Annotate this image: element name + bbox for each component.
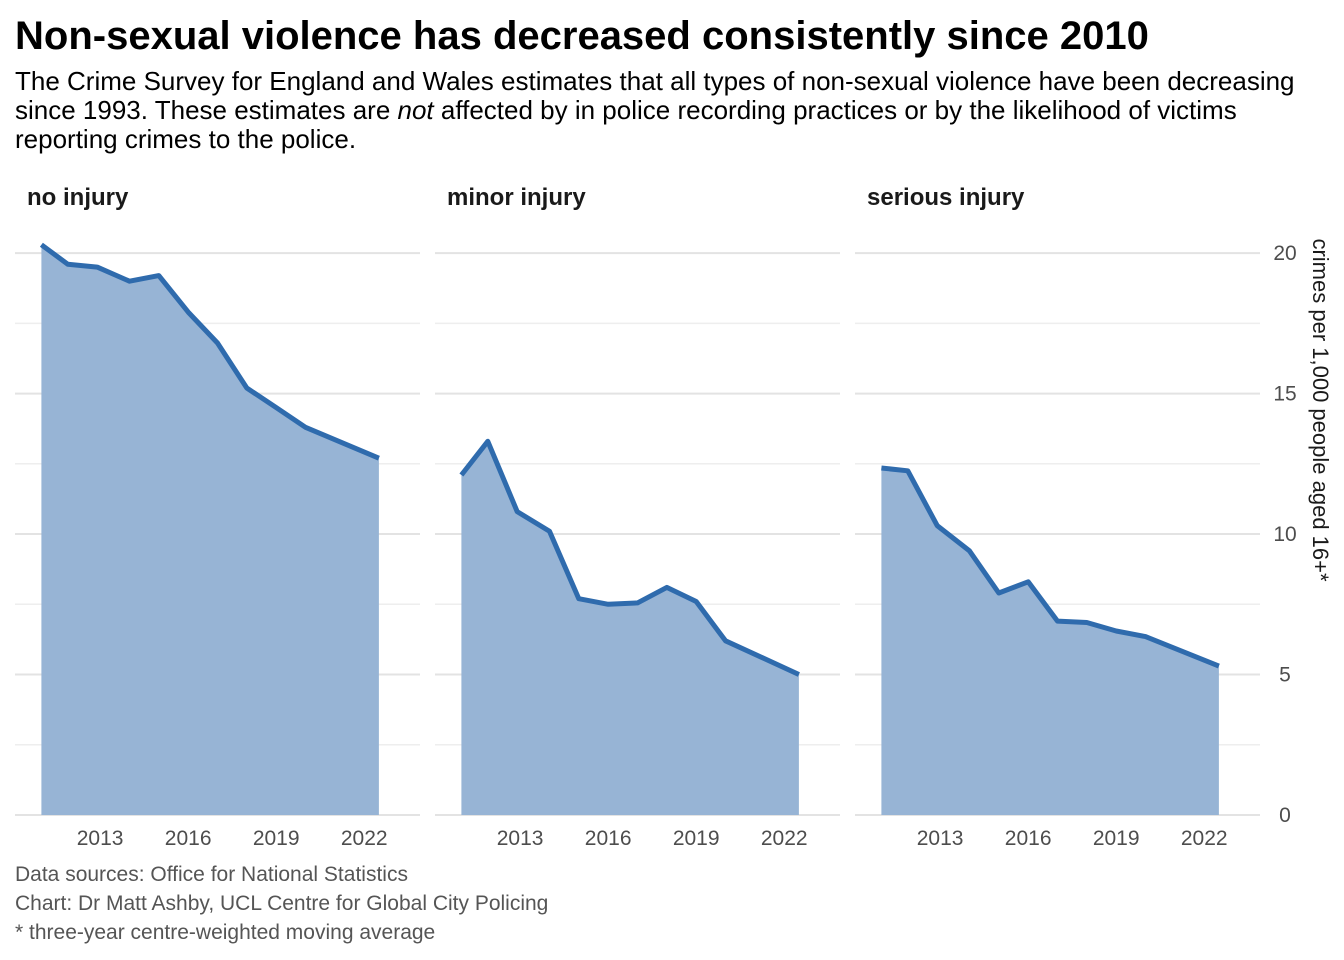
caption-chart-credit: Chart: Dr Matt Ashby, UCL Centre for Glo… [15, 892, 549, 915]
y-tick-label: 5 [1279, 664, 1291, 687]
x-tick-label: 2022 [1181, 827, 1228, 850]
series-line [881, 465, 1220, 669]
y-tick-label: 20 [1273, 242, 1296, 265]
chart-title: Non-sexual violence has decreased consis… [15, 14, 1149, 58]
subtitle-text-end: affected by in police recording practice… [15, 95, 1237, 154]
caption-data-sources: Data sources: Office for National Statis… [15, 863, 408, 886]
y-tick-label: 10 [1273, 523, 1296, 546]
y-axis: 0 5 10 15 20 crimes per 1,000 people aged 16+… [1273, 238, 1333, 827]
panel-title: no injury [27, 184, 129, 211]
x-tick-label: 2019 [1093, 827, 1140, 850]
area-fill [881, 468, 1219, 815]
panel-title: serious injury [867, 184, 1025, 211]
area-fill [461, 441, 799, 815]
y-tick-label: 15 [1273, 383, 1296, 406]
x-tick-label: 2019 [253, 827, 300, 850]
caption-footnote: * three-year centre-weighted moving aver… [15, 921, 436, 944]
subtitle-emphasis: not [397, 95, 434, 125]
x-tick-label: 2013 [77, 827, 124, 850]
panel-serious-injury: serious injury 2013 2016 2019 2022 [855, 184, 1260, 850]
area-fill [41, 244, 379, 815]
x-tick-label: 2013 [497, 827, 544, 850]
y-axis-title: crimes per 1,000 people aged 16+* [1308, 238, 1333, 582]
chart-subtitle: The Crime Survey for England and Wales e… [15, 67, 1335, 154]
y-tick-label: 0 [1279, 804, 1291, 827]
x-tick-label: 2016 [165, 827, 212, 850]
panel-minor-injury: minor injury 2013 2016 2019 2022 [435, 184, 840, 850]
x-tick-label: 2013 [917, 827, 964, 850]
x-tick-label: 2016 [1005, 827, 1052, 850]
x-tick-label: 2022 [761, 827, 808, 850]
series-line [39, 242, 380, 461]
subtitle-text-start: The Crime Survey for England and Wales e… [15, 66, 1295, 125]
x-tick-label: 2016 [585, 827, 632, 850]
x-tick-label: 2019 [673, 827, 720, 850]
series-line [459, 438, 800, 677]
x-tick-label: 2022 [341, 827, 388, 850]
panel-no-injury: no injury 2013 2016 2019 2022 [15, 184, 420, 850]
panel-title: minor injury [447, 184, 586, 211]
